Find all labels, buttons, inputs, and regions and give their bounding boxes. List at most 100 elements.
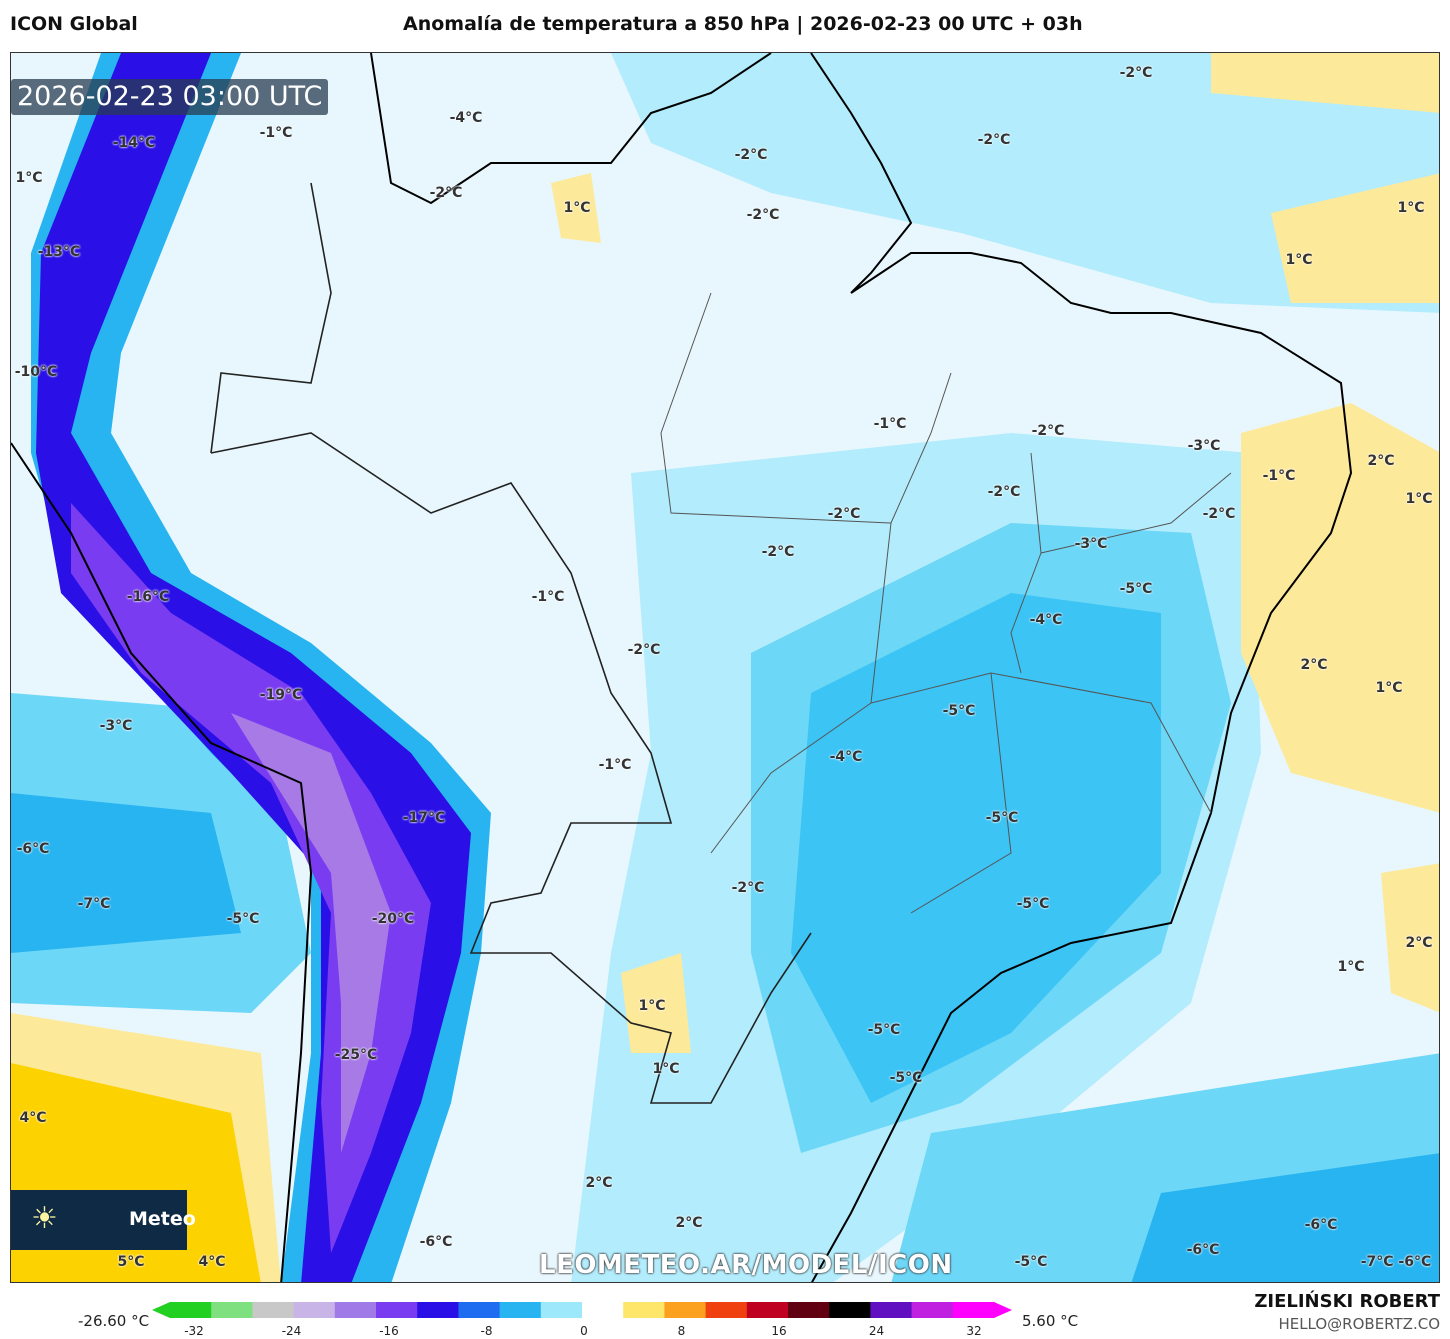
colorbar-swatch bbox=[499, 1302, 542, 1318]
contour-label: 2°C bbox=[675, 1215, 703, 1231]
contour-label: -2°C bbox=[987, 484, 1021, 500]
author-email[interactable]: HELLO@ROBERTZ.CO bbox=[1278, 1315, 1440, 1333]
contour-label: 2°C bbox=[1300, 657, 1328, 673]
colorbar-swatch bbox=[705, 1302, 748, 1318]
contour-label: -5°C bbox=[985, 810, 1019, 826]
colorbar-swatch bbox=[664, 1302, 707, 1318]
colorbar-max-label: 5.60 °C bbox=[1022, 1312, 1079, 1330]
colorbar-swatch bbox=[623, 1302, 665, 1318]
contour-label: -2°C bbox=[1202, 506, 1236, 522]
contour-label: -2°C bbox=[1031, 423, 1065, 439]
contour-label: -19°C bbox=[259, 687, 303, 703]
contour-label: -2°C bbox=[429, 185, 463, 201]
model-name: ICON Global bbox=[10, 13, 138, 35]
contour-label: 2°C bbox=[1367, 453, 1395, 469]
contour-label: 5°C bbox=[117, 1254, 145, 1270]
contour-label: -25°C bbox=[334, 1047, 378, 1063]
contour-label: -5°C bbox=[1016, 896, 1050, 912]
colorbar-swatch bbox=[582, 1302, 624, 1318]
contour-label: -20°C bbox=[371, 911, 415, 927]
contour-label: -7°C -6°C bbox=[1360, 1254, 1432, 1270]
contour-label: -4°C bbox=[1029, 612, 1063, 628]
colorbar-swatch bbox=[829, 1302, 871, 1318]
colorbar-swatch bbox=[746, 1302, 789, 1318]
colorbar-min-label: -26.60 °C bbox=[78, 1312, 150, 1330]
colorbar-swatch bbox=[540, 1302, 583, 1318]
map-field bbox=[11, 53, 1439, 1282]
contour-label: -14°C bbox=[112, 135, 156, 151]
colorbar-swatch bbox=[952, 1302, 995, 1318]
contour-label: -5°C bbox=[942, 703, 976, 719]
contour-label: -16°C bbox=[126, 589, 170, 605]
contour-label: -1°C bbox=[531, 589, 565, 605]
colorbar-tick: 24 bbox=[868, 1324, 885, 1338]
colorbar-swatch bbox=[170, 1302, 212, 1318]
colorbar-swatch bbox=[911, 1302, 954, 1318]
contour-label: -4°C bbox=[449, 110, 483, 126]
contour-label: 1°C bbox=[1337, 959, 1365, 975]
colorbar-extend-arrow bbox=[152, 1302, 170, 1318]
colorbar-tick: 8 bbox=[677, 1324, 686, 1338]
colorbar-swatch bbox=[788, 1302, 830, 1318]
contour-label: -7°C bbox=[77, 896, 111, 912]
contour-label: -1°C bbox=[598, 757, 632, 773]
colorbar-swatch bbox=[870, 1302, 913, 1318]
contour-label: -2°C bbox=[761, 544, 795, 560]
colorbar-swatch bbox=[376, 1302, 418, 1318]
contour-label: -2°C bbox=[827, 506, 861, 522]
contour-label: 1°C bbox=[638, 998, 666, 1014]
contour-label: -2°C bbox=[731, 880, 765, 896]
colorbar-tick: -16 bbox=[379, 1324, 399, 1338]
contour-label: -1°C bbox=[259, 125, 293, 141]
contour-label: 2°C bbox=[585, 1175, 613, 1191]
contour-label: 1°C bbox=[1397, 200, 1425, 216]
contour-label: 1°C bbox=[1405, 491, 1433, 507]
contour-label: 2°C bbox=[1405, 935, 1433, 951]
chart-title: Anomalía de temperatura a 850 hPa | 2026… bbox=[403, 13, 1083, 35]
contour-label: -5°C bbox=[226, 911, 260, 927]
colorbar-swatch bbox=[293, 1302, 336, 1318]
watermark[interactable]: LEOMETEO.AR/MODEL/ICON bbox=[539, 1250, 953, 1280]
colorbar-swatch bbox=[211, 1302, 253, 1318]
contour-label: 1°C bbox=[1375, 680, 1403, 696]
contour-label: -2°C bbox=[627, 642, 661, 658]
contour-label: -5°C bbox=[1119, 581, 1153, 597]
contour-label: -2°C bbox=[746, 207, 780, 223]
valid-time-badge: 2026-02-23 03:00 UTC bbox=[11, 79, 329, 115]
contour-label: -3°C bbox=[1074, 536, 1108, 552]
colorbar-swatch bbox=[334, 1302, 377, 1318]
colorbar-tick: -24 bbox=[281, 1324, 302, 1338]
temperature-anomaly-map[interactable]: -1°C -4°C -2°C -14°C 1°C 1°C -2°C -2°C -2°C -2°C 1… bbox=[10, 52, 1440, 1283]
contour-label: -6°C bbox=[1186, 1242, 1220, 1258]
contour-label: -2°C bbox=[1119, 65, 1153, 81]
contour-label: 1°C bbox=[15, 170, 43, 186]
logo-text: Meteo bbox=[129, 1208, 196, 1230]
meteo-logo: ☀ Meteo bbox=[11, 1190, 196, 1250]
author-name: ZIELIŃSKI ROBERT bbox=[1254, 1291, 1440, 1312]
colorbar-swatch bbox=[252, 1302, 295, 1318]
contour-label: -17°C bbox=[402, 810, 446, 826]
colorbar bbox=[152, 1302, 1012, 1318]
contour-label: -1°C bbox=[1262, 468, 1296, 484]
colorbar-tick: -8 bbox=[480, 1324, 493, 1338]
contour-label: -2°C bbox=[977, 132, 1011, 148]
contour-label: -6°C bbox=[16, 841, 50, 857]
contour-label: -13°C bbox=[37, 244, 81, 260]
colorbar-swatch bbox=[417, 1302, 459, 1318]
contour-label: 1°C bbox=[652, 1061, 680, 1077]
contour-label: -3°C bbox=[99, 718, 133, 734]
contour-label: -6°C bbox=[419, 1234, 453, 1250]
contour-label: 4°C bbox=[19, 1110, 47, 1126]
contour-label: 1°C bbox=[1285, 252, 1313, 268]
contour-label: -3°C bbox=[1187, 438, 1221, 454]
colorbar-tick: 0 bbox=[580, 1324, 588, 1338]
colorbar-tick: 32 bbox=[966, 1324, 982, 1338]
contour-label: -5°C bbox=[889, 1070, 923, 1086]
contour-label: -2°C bbox=[734, 147, 768, 163]
contour-label: -6°C bbox=[1304, 1217, 1338, 1233]
colorbar-tick: 16 bbox=[771, 1324, 787, 1338]
contour-label: -10°C bbox=[14, 364, 58, 380]
contour-label: 4°C bbox=[198, 1254, 226, 1270]
contour-label: -4°C bbox=[829, 749, 863, 765]
colorbar-swatch bbox=[458, 1302, 501, 1318]
